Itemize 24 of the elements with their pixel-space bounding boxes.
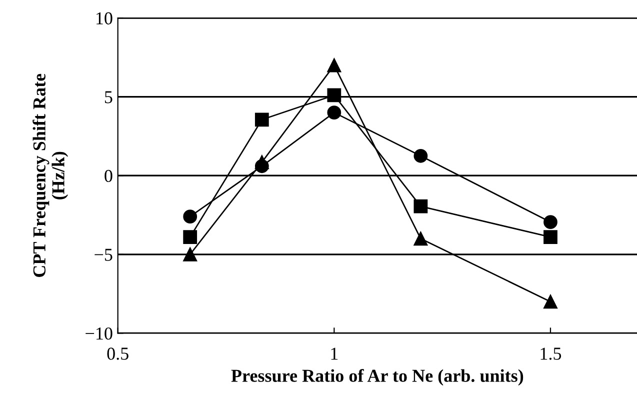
- x-tick-label: 1.5: [540, 348, 562, 360]
- y-tick-label: −10: [86, 327, 112, 340]
- x-tick-label: 0.5: [107, 348, 128, 360]
- point: [327, 106, 342, 120]
- point: [414, 232, 428, 246]
- point: [254, 155, 269, 170]
- y-tick-label: 0: [104, 170, 112, 182]
- point: [414, 199, 428, 214]
- y-tick-label: 5: [105, 91, 112, 104]
- point: [414, 148, 428, 163]
- point: [544, 294, 558, 309]
- y-axis-title: CPT Frequency Shift Rate (Hz/k): [32, 74, 68, 277]
- point: [254, 112, 269, 127]
- x-tick-label: 1: [331, 348, 338, 360]
- point: [183, 210, 198, 224]
- point: [544, 215, 558, 230]
- y-tick-label: −5: [94, 248, 112, 261]
- point: [327, 88, 342, 102]
- point: [327, 58, 342, 72]
- point: [183, 247, 198, 262]
- y-tick-label: 10: [96, 12, 112, 24]
- point: [183, 230, 198, 244]
- point: [544, 230, 558, 244]
- x-axis-title: Pressure Ratio of Ar to Ne (arb. units): [231, 369, 524, 386]
